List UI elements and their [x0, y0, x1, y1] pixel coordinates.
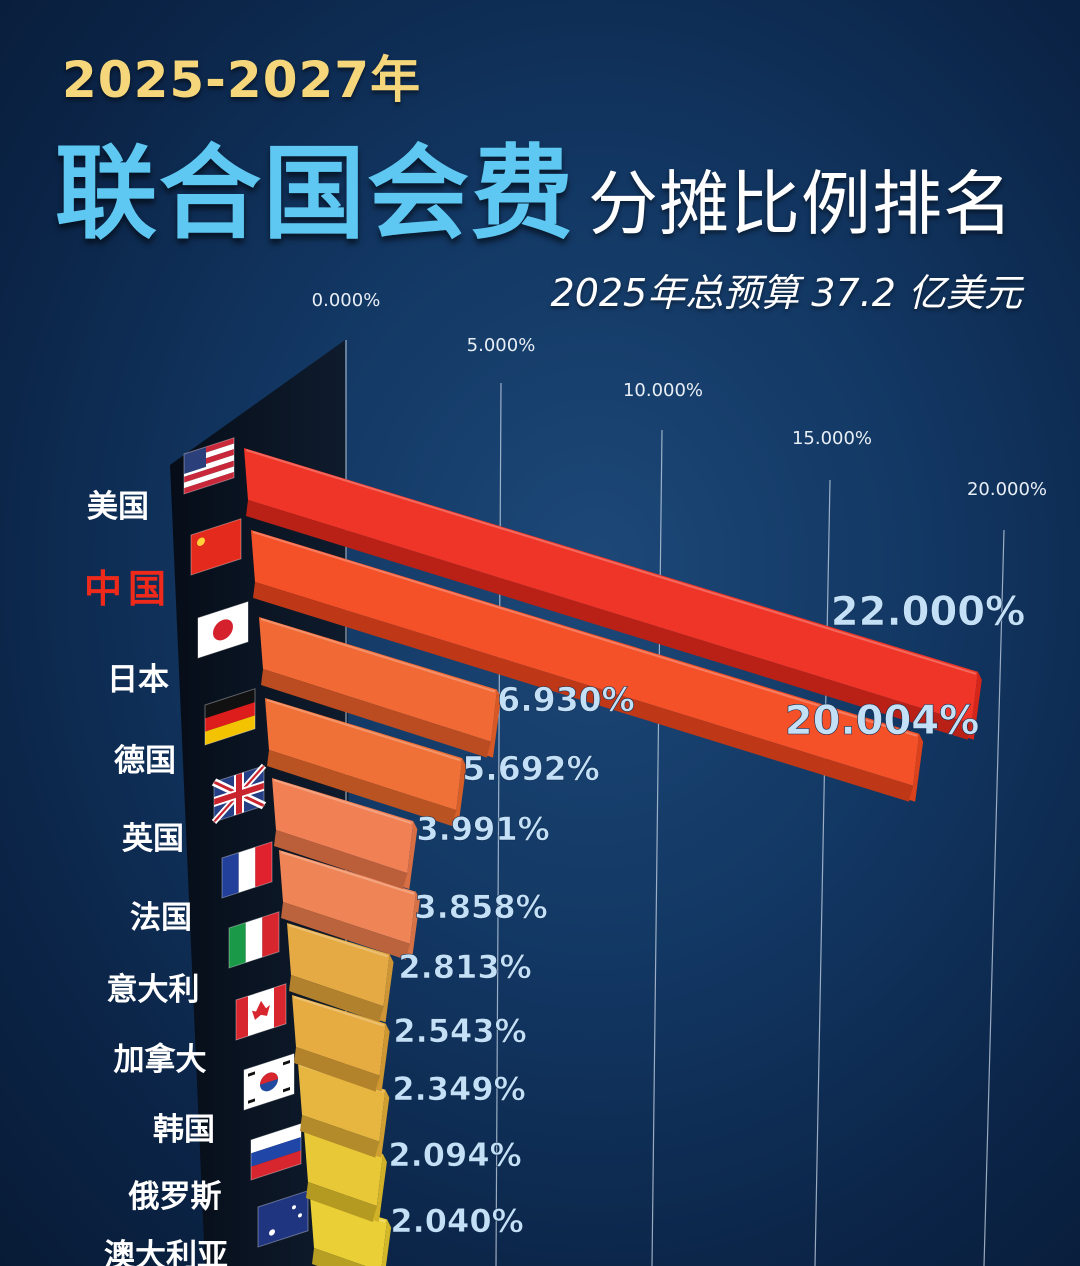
kr-flag-icon: [243, 1053, 295, 1111]
bar-top-face: [287, 923, 390, 1007]
category-label: 中国: [84, 566, 172, 611]
data-label: 3.991%: [416, 810, 549, 848]
fr-flag-icon: [221, 841, 273, 899]
bar-end-face: [405, 891, 420, 960]
data-label: 2.040%: [390, 1202, 523, 1240]
bar-top-face: [259, 617, 497, 742]
flags-group: [183, 437, 309, 1248]
bar-front-face: [267, 750, 457, 827]
budget-note: 2025年总预算 37.2 亿美元: [550, 271, 1022, 315]
page-subtitle: 分摊比例排名: [588, 163, 1014, 245]
bar-end-face: [375, 1023, 390, 1092]
category-label: 美国: [87, 489, 149, 525]
bar-front-face: [274, 830, 408, 890]
bar-英国: [272, 778, 418, 890]
page-title: 联合国会费: [55, 135, 575, 254]
data-label: 22.000%: [831, 589, 1025, 635]
bar-end-face: [909, 733, 924, 802]
gb-flag-icon: [211, 763, 267, 825]
category-label: 日本: [107, 662, 169, 698]
bar-end-face: [403, 821, 418, 890]
data-label: 2.349%: [392, 1070, 525, 1108]
bar-front-face: [312, 1248, 366, 1266]
category-label: 澳大利亚: [104, 1238, 228, 1266]
au-flag-icon: [257, 1190, 309, 1248]
cn-flag-icon: [190, 518, 242, 576]
jp-flag-icon: [197, 601, 249, 659]
bar-top-face: [279, 850, 416, 944]
bar-top-face: [310, 1196, 388, 1266]
category-label: 法国: [130, 900, 192, 936]
bar-end-face: [452, 758, 467, 827]
bars-group: [244, 448, 982, 1266]
ca-flag-icon: [235, 983, 287, 1041]
bar-end-face: [375, 1089, 390, 1158]
data-label: 3.858%: [414, 888, 547, 926]
bar-end-face: [486, 689, 501, 758]
data-label: 5.692%: [462, 749, 599, 788]
bar-top-face: [265, 698, 463, 811]
bar-end-face: [372, 1154, 387, 1223]
bar-美国: [244, 448, 982, 740]
bar-中国: [251, 530, 924, 802]
category-label: 俄罗斯: [128, 1179, 222, 1215]
us-flag-icon: [183, 437, 235, 495]
bar-front-face: [306, 1182, 377, 1223]
bar-日本: [259, 617, 501, 758]
bar-front-face: [246, 500, 972, 740]
bar-top-face: [292, 995, 386, 1076]
category-label: 加拿大: [114, 1042, 207, 1078]
data-label: 2.543%: [393, 1012, 526, 1050]
ru-flag-icon: [250, 1123, 302, 1181]
bar-end-face: [967, 671, 982, 740]
x-tick-label: 0.000%: [312, 290, 381, 311]
bar-front-face: [253, 582, 914, 802]
x-tick-label: 5.000%: [467, 335, 536, 356]
bar-加拿大: [292, 995, 390, 1092]
bar-德国: [265, 698, 467, 827]
bar-top-face: [298, 1063, 386, 1142]
data-label: 2.094%: [388, 1136, 521, 1174]
bar-front-face: [300, 1115, 380, 1158]
bar-top-face: [251, 530, 920, 786]
data-label: 2.813%: [398, 948, 531, 986]
bar-法国: [279, 850, 420, 960]
grid-line: [651, 429, 663, 1266]
bar-意大利: [287, 923, 394, 1023]
category-label: 英国: [122, 821, 184, 857]
value-labels: 22.000% 20.004% 6.930% 5.692% 3.991% 3.858% 2.…: [388, 589, 1025, 1241]
bar-front-face: [261, 669, 491, 758]
bar-end-face: [379, 954, 394, 1023]
category-label: 德国: [114, 743, 176, 779]
years-label: 2025-2027年: [62, 51, 422, 109]
category-label: 意大利: [107, 972, 200, 1008]
data-label: 6.930%: [497, 680, 634, 719]
bar-top-face: [244, 448, 978, 724]
bar-end-face: [381, 1219, 392, 1266]
category-label: 韩国: [153, 1112, 215, 1148]
bar-front-face: [294, 1047, 380, 1092]
it-flag-icon: [228, 911, 280, 969]
bar-top-face: [272, 778, 414, 874]
x-tick-label: 20.000%: [967, 479, 1047, 500]
bar-front-face: [289, 975, 384, 1023]
grid-line: [983, 529, 1005, 1266]
grid-line: [814, 479, 831, 1266]
data-label: 20.004%: [785, 698, 979, 744]
de-flag-icon: [204, 688, 256, 746]
x-tick-label: 15.000%: [792, 428, 872, 449]
bar-front-face: [281, 902, 410, 960]
x-tick-label: 10.000%: [623, 380, 703, 401]
